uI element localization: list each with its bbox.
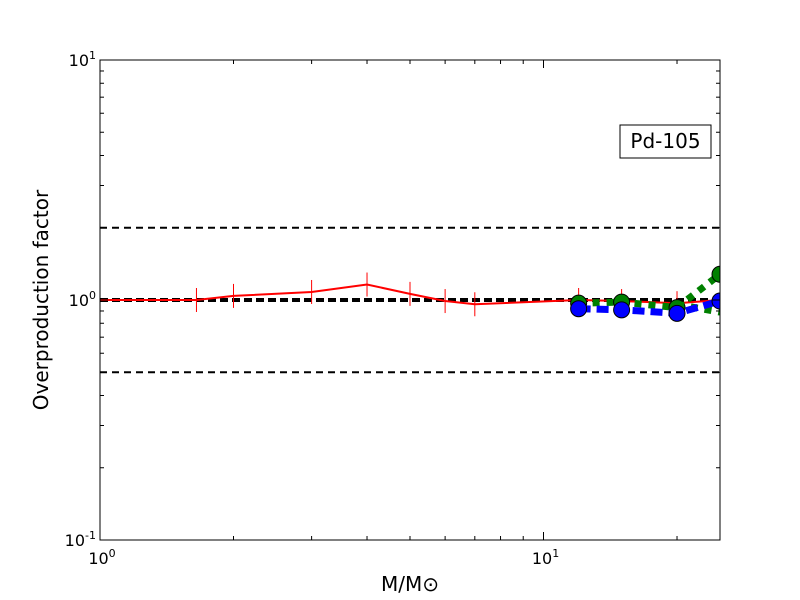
plot-frame: [99, 59, 721, 541]
series-point-3: [668, 304, 686, 322]
x-tick-label: 101: [532, 547, 559, 568]
series-line-3: [578, 297, 720, 317]
series-point-3: [570, 300, 588, 318]
y-axis-title: Overproduction factor: [29, 189, 53, 410]
y-tick-label: 101: [69, 49, 96, 70]
series-line-1: [578, 271, 720, 312]
annotation-box: Pd-105: [619, 124, 712, 159]
y-tick-label: 100: [69, 289, 96, 310]
series-point-3: [613, 301, 631, 319]
series-point-3: [711, 292, 720, 310]
y-tick-label: 10-1: [65, 529, 96, 550]
x-axis-title: M/M⊙: [381, 572, 439, 596]
x-tick-label: 100: [88, 547, 115, 568]
plot-area: [100, 226, 720, 374]
annotation-label: Pd-105: [630, 129, 700, 153]
annotation-frame: [619, 124, 712, 159]
series-point-1: [711, 265, 720, 283]
series-line-0: [100, 283, 720, 306]
